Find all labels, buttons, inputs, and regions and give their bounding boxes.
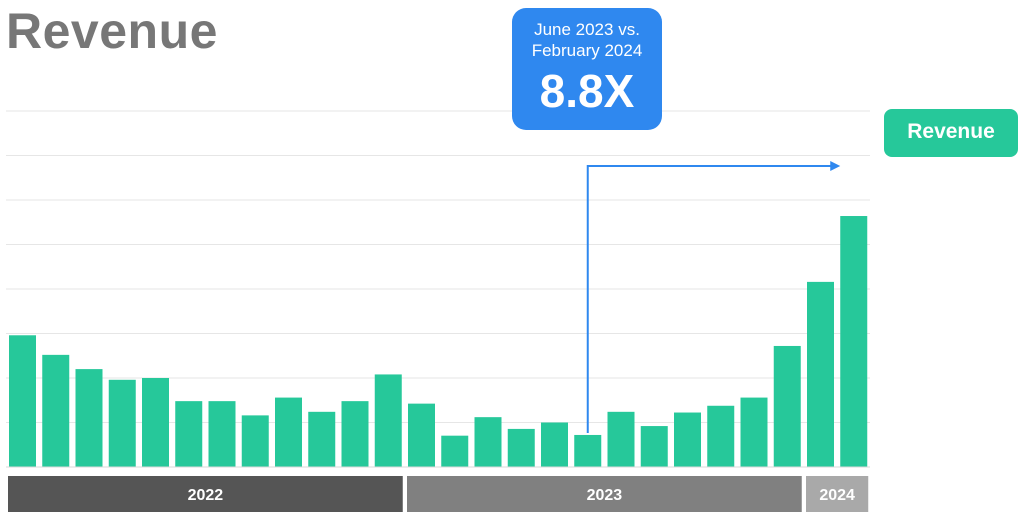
bar-2022-01 (9, 335, 36, 467)
bar-2023-08 (640, 426, 668, 467)
callout-value: 8.8X (539, 65, 635, 117)
bar-2023-10 (707, 405, 735, 467)
year-band-2023 (407, 476, 802, 512)
bar-2023-06 (574, 434, 602, 467)
bar-2023-09 (674, 412, 701, 467)
bar-2023-03 (474, 417, 502, 467)
bar-2022-08 (241, 415, 269, 467)
year-label-2024: 2024 (819, 487, 855, 504)
bar-2023-02 (441, 435, 469, 467)
bar-2023-04 (507, 428, 535, 467)
bar-2022-05 (142, 378, 169, 467)
bar-2022-02 (42, 354, 70, 467)
bar-2023-12 (773, 345, 801, 467)
bar-2022-03 (75, 369, 103, 467)
comparison-arrow-line (586, 165, 835, 433)
bar-2024-02 (840, 216, 868, 467)
page-title: Revenue (6, 3, 218, 59)
bar-2022-12 (374, 374, 402, 467)
year-label-2023: 2023 (587, 487, 623, 504)
bar-2022-06 (175, 401, 203, 467)
bar-2022-09 (275, 397, 302, 467)
year-label-2022: 2022 (188, 487, 224, 504)
year-band-2022 (8, 476, 403, 512)
callout-line-2: February 2024 (531, 41, 643, 60)
comparison-callout: June 2023 vs. February 2024 8.8X (512, 8, 662, 130)
legend-revenue: Revenue (884, 109, 1018, 157)
bar-2022-11 (341, 401, 369, 467)
callout-line-1: June 2023 vs. (534, 20, 640, 39)
bar-2023-05 (541, 422, 568, 467)
bar-2023-01 (408, 403, 435, 467)
bar-2024-01 (807, 281, 834, 467)
bar-2022-07 (208, 401, 236, 467)
bar-2023-07 (607, 411, 635, 467)
bar-2022-10 (308, 411, 336, 467)
bar-2022-04 (108, 379, 136, 467)
bar-2023-11 (740, 397, 768, 467)
comparison-arrow-head (830, 161, 841, 171)
year-band-2024 (806, 476, 869, 512)
